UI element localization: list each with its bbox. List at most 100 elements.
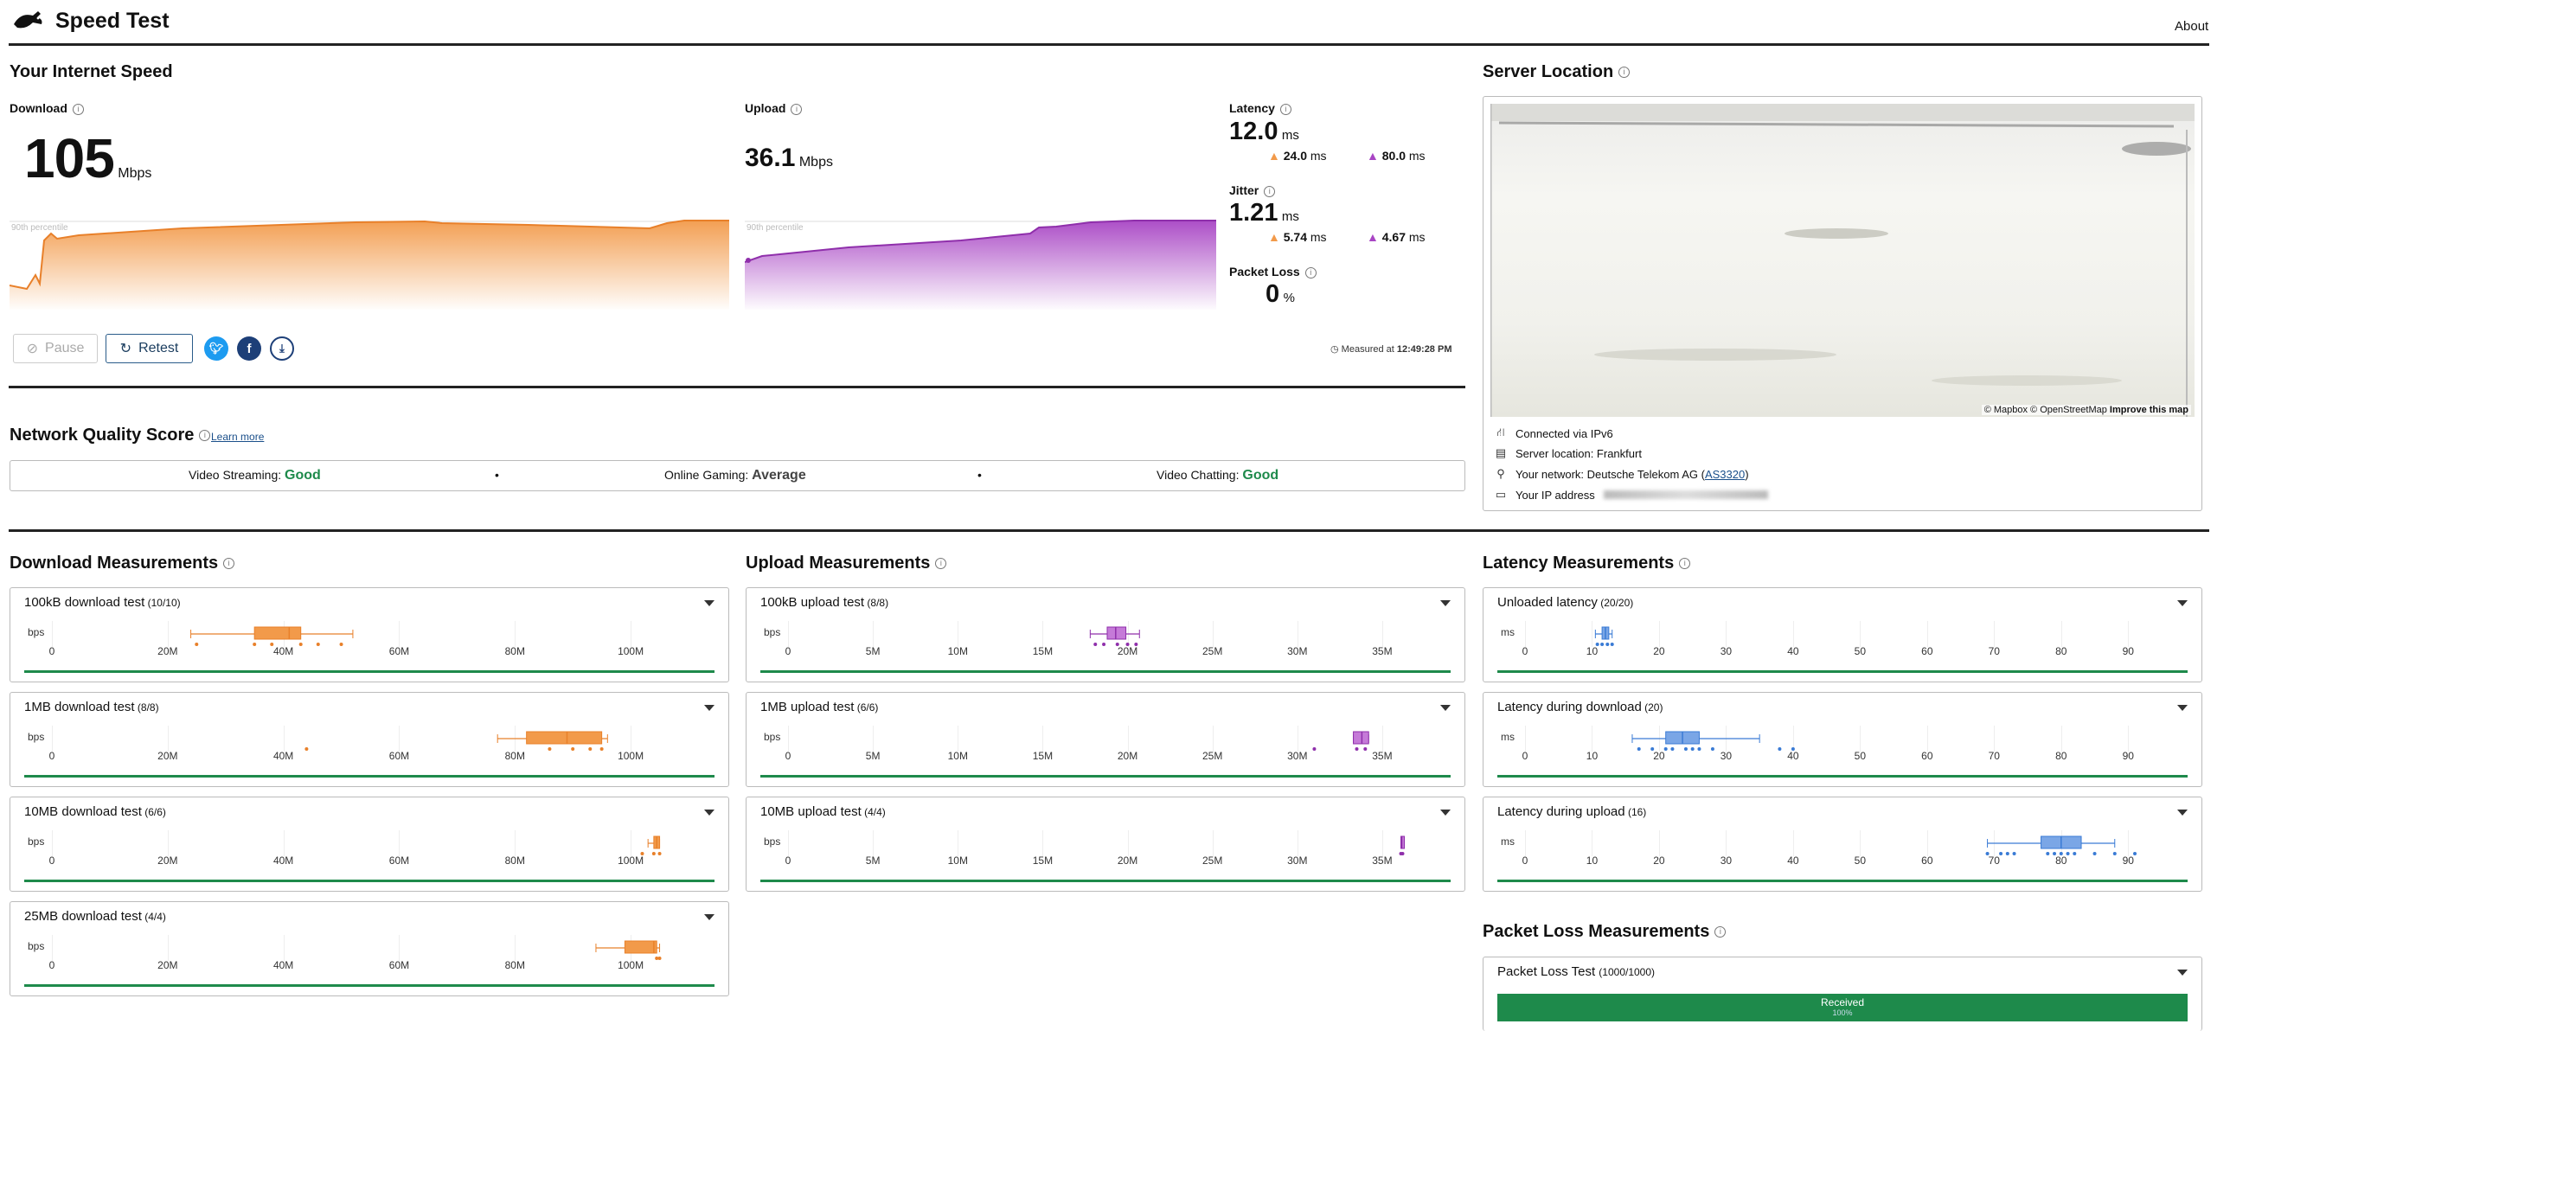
chevron-down-icon[interactable] <box>1440 600 1451 606</box>
chevron-down-icon[interactable] <box>2177 810 2188 816</box>
chevron-down-icon[interactable] <box>1440 705 1451 711</box>
axis-tick-label: 5M <box>865 750 881 762</box>
twitter-share-button[interactable]: 🐦︎ <box>204 336 228 361</box>
measurement-title: Latency during download (20) <box>1497 700 1663 714</box>
packet-loss-label: Packet Loss i <box>1229 265 1317 278</box>
app-logo[interactable] <box>12 9 45 31</box>
measurement-card[interactable]: 100kB upload test (8/8) bps 0 5M 10M 15M 20M 25… <box>746 587 1465 682</box>
about-link[interactable]: About <box>2175 19 2209 34</box>
measurement-point <box>1312 747 1317 751</box>
measurement-baseline <box>24 880 714 882</box>
measurement-card[interactable]: 10MB download test (6/6) bps 0 20M 40M 60M 80M… <box>10 797 729 892</box>
measurement-card[interactable]: Latency during upload (16) ms 0 10 20 30 40 50 6… <box>1483 797 2202 892</box>
grid-line <box>283 830 285 856</box>
info-icon[interactable]: i <box>1279 103 1291 115</box>
grid-line <box>1792 621 1794 647</box>
chevron-down-icon[interactable] <box>2177 970 2188 976</box>
chevron-down-icon[interactable] <box>2177 600 2188 606</box>
axis-tick-label: 35M <box>1372 855 1393 867</box>
info-icon[interactable]: i <box>1714 926 1727 938</box>
axis-tick-label: 5M <box>865 645 881 657</box>
info-icon[interactable]: i <box>72 103 84 115</box>
grid-line <box>515 935 516 961</box>
info-icon[interactable]: i <box>935 558 947 570</box>
grid-line <box>1860 621 1862 647</box>
map-credit[interactable]: © Mapbox © OpenStreetMap Improve this ma… <box>1981 405 2191 415</box>
axis-tick-label: 20 <box>1653 855 1665 867</box>
axis-tick-label: 50 <box>1854 855 1867 867</box>
info-icon[interactable]: i <box>1679 558 1691 570</box>
upload-label: Upload i <box>745 101 803 115</box>
measurement-point <box>2133 852 2137 855</box>
axis-tick-label: 60M <box>388 959 410 971</box>
axis-unit: bps <box>28 626 45 638</box>
asn-link[interactable]: AS3320 <box>1704 467 1746 481</box>
measurement-card[interactable]: 1MB upload test (6/6) bps 0 5M 10M 15M 20M 25M 3… <box>746 692 1465 787</box>
info-icon[interactable]: i <box>199 430 211 442</box>
chevron-down-icon[interactable] <box>2177 705 2188 711</box>
grid-line <box>2060 621 2062 647</box>
grid-line <box>1658 830 1660 856</box>
chevron-down-icon[interactable] <box>704 705 714 711</box>
grid-line <box>2128 830 2130 856</box>
axis-tick-label: 0 <box>48 750 55 762</box>
facebook-share-button[interactable]: f <box>237 336 261 361</box>
retest-button[interactable]: ↻ Retest <box>106 334 193 363</box>
axis-tick-label: 40M <box>272 750 294 762</box>
boxplot-box <box>1400 835 1406 849</box>
measurement-card[interactable]: 1MB download test (8/8) bps 0 20M 40M 60M 80M 1… <box>10 692 729 787</box>
grid-line <box>1994 621 1996 647</box>
measurement-point <box>1985 852 1990 855</box>
grid-line <box>1381 830 1383 856</box>
grid-line <box>1127 726 1129 752</box>
chevron-down-icon[interactable] <box>1440 810 1451 816</box>
info-icon[interactable]: i <box>1618 67 1631 79</box>
pause-button[interactable]: ⊘ Pause <box>13 334 98 363</box>
axis-unit: ms <box>1501 626 1515 638</box>
axis-tick-label: 0 <box>785 750 791 762</box>
measurement-title: 1MB upload test (6/6) <box>760 700 879 714</box>
measurement-card[interactable]: Unloaded latency (20/20) ms 0 10 20 30 40 50 60 7… <box>1483 587 2202 682</box>
grid-line <box>1212 830 1214 856</box>
info-icon[interactable]: i <box>1264 185 1276 197</box>
measurement-card[interactable]: Latency during download (20) ms 0 10 20 30 40 5… <box>1483 692 2202 787</box>
jitter-download: ▲ 5.74 ms <box>1268 230 1327 244</box>
measurement-card[interactable]: 100kB download test (10/10) bps 0 20M 40M 60M… <box>10 587 729 682</box>
grid-line <box>1792 726 1794 752</box>
boxplot-box <box>1106 626 1127 640</box>
chevron-down-icon[interactable] <box>704 810 714 816</box>
info-icon[interactable]: i <box>223 558 235 570</box>
received-percent: 100% <box>1832 1008 1853 1017</box>
measurement-card[interactable]: 25MB download test (4/4) bps 0 20M 40M 60M 80M… <box>10 901 729 996</box>
axis-tick-label: 5M <box>865 855 881 867</box>
app-title[interactable]: Speed Test <box>55 9 170 33</box>
learn-more-link[interactable]: Learn more <box>211 431 265 443</box>
axis-tick-label: 40 <box>1787 750 1799 762</box>
server-map[interactable]: © Mapbox © OpenStreetMap Improve this ma… <box>1490 104 2195 417</box>
axis-unit: bps <box>764 835 781 848</box>
boxplot <box>304 731 608 751</box>
download-results-button[interactable]: ⤓ <box>270 336 294 361</box>
measurement-point <box>571 747 575 751</box>
axis-tick-label: 70 <box>1988 855 2000 867</box>
packet-loss-card[interactable]: Packet Loss Test (1000/1000) Received 10… <box>1483 957 2202 1031</box>
measurement-point <box>1778 747 1782 751</box>
measurement-card[interactable]: 10MB upload test (4/4) bps 0 5M 10M 15M 20M 25M… <box>746 797 1465 892</box>
chevron-down-icon[interactable] <box>704 914 714 920</box>
measurement-title: 10MB upload test (4/4) <box>760 804 886 819</box>
quality-gaming: Online Gaming: Average <box>664 468 806 483</box>
axis-unit: ms <box>1501 835 1515 848</box>
quality-gaming-value: Average <box>752 468 806 483</box>
boxplot <box>1594 626 1614 646</box>
info-icon[interactable]: i <box>791 103 803 115</box>
axis-tick-label: 30 <box>1720 750 1733 762</box>
grid-line <box>1212 726 1214 752</box>
measurement-point <box>1605 643 1610 646</box>
info-icon[interactable]: i <box>1304 266 1317 278</box>
grid-line <box>283 726 285 752</box>
axis-tick-label: 30 <box>1720 855 1733 867</box>
chevron-down-icon[interactable] <box>704 600 714 606</box>
grid-line <box>1525 830 1526 856</box>
measurement-point <box>1595 643 1599 646</box>
axis-unit: bps <box>764 731 781 743</box>
